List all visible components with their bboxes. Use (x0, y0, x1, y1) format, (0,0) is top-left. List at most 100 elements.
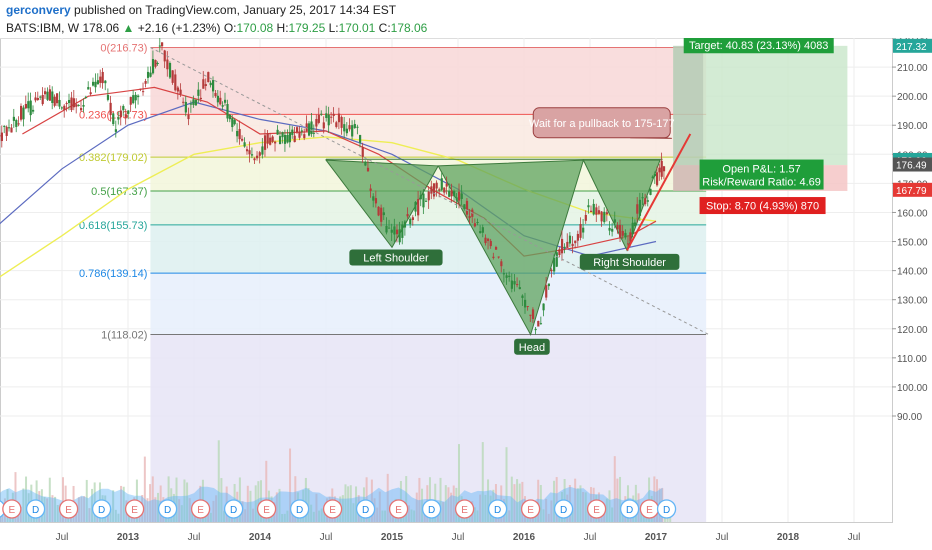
earnings-marker[interactable] (454, 499, 475, 519)
candle-body (353, 123, 356, 129)
volume-bar (376, 507, 379, 522)
earnings-marker[interactable] (355, 499, 376, 519)
volume-bar (352, 503, 355, 522)
candle-body (296, 127, 299, 133)
volume-bar (112, 490, 115, 522)
candle-body (32, 109, 35, 112)
fib-level-label: 0.5(167.37) (91, 186, 147, 198)
candle-body (448, 191, 451, 197)
fib-level-label: 0.786(139.14) (79, 268, 148, 280)
earnings-marker[interactable] (619, 499, 640, 519)
earnings-marker[interactable] (91, 499, 112, 519)
volume-bar (289, 448, 292, 522)
x-tick-label: Jul (452, 532, 465, 543)
volume-bar (19, 506, 22, 522)
candle-body (231, 118, 234, 128)
candle-body (70, 97, 73, 111)
earnings-marker-label: D (560, 505, 567, 516)
trade-bar (673, 45, 704, 191)
rr-label: Risk/Reward Ratio: 4.69 (702, 177, 821, 189)
earnings-marker[interactable] (520, 499, 541, 519)
candle-body (0, 135, 1, 137)
candle-body (250, 154, 254, 156)
x-tick-label: 2018 (777, 532, 800, 543)
x-tick-label: Jul (188, 532, 201, 543)
candle-body (633, 222, 637, 227)
candle-body (369, 188, 372, 191)
volume-bar (450, 492, 453, 522)
earnings-marker-label: D (32, 505, 39, 516)
candle-body (545, 285, 548, 298)
earnings-marker[interactable] (2, 499, 22, 519)
x-tick-label: Jul (56, 532, 69, 543)
candle-body (166, 59, 169, 70)
earnings-marker[interactable] (322, 499, 343, 519)
published-text: published on TradingView.com, January 25… (74, 3, 397, 17)
candle-body (646, 200, 649, 202)
candle-body (146, 71, 150, 78)
y-tick-label: 120.00 (897, 325, 928, 336)
earnings-marker[interactable] (256, 499, 277, 519)
earnings-marker[interactable] (157, 499, 178, 519)
candle-body (450, 190, 453, 197)
volume-bar (656, 479, 658, 522)
candle-body (109, 102, 112, 116)
volume-bar (579, 485, 582, 522)
earnings-marker[interactable] (487, 499, 508, 519)
fib-zone (150, 273, 707, 335)
earnings-marker[interactable] (388, 499, 409, 519)
symbol-label[interactable]: BATS:IBM, W (6, 21, 80, 35)
x-tick-label: 2013 (117, 532, 140, 543)
candle-body (263, 135, 267, 150)
candle-body (44, 91, 47, 95)
candle-body (3, 125, 6, 127)
volume-bar (254, 485, 257, 522)
candle-body (526, 306, 529, 308)
candle-body (303, 134, 306, 139)
candle-body (443, 187, 446, 193)
candle-body (129, 96, 132, 105)
earnings-marker[interactable] (586, 499, 607, 519)
candle-body (616, 225, 619, 230)
candle-body (158, 45, 161, 47)
candle-body (245, 149, 249, 152)
volume-bar (613, 456, 616, 522)
earnings-marker[interactable] (656, 499, 677, 519)
y-tick-label: 160.00 (897, 208, 928, 219)
pnl-label: Open P&L: 1.57 (722, 164, 800, 176)
candle-body (51, 91, 54, 103)
fib-level-label: 1(118.02) (101, 330, 147, 342)
earnings-marker[interactable] (553, 499, 574, 519)
volume-bar (537, 479, 540, 522)
candle-body (505, 275, 508, 278)
earnings-marker[interactable] (289, 499, 310, 519)
x-tick-label: 2017 (645, 532, 668, 543)
change-value: +2.16 (+1.23%) (137, 21, 221, 35)
earnings-marker[interactable] (190, 499, 211, 519)
earnings-marker[interactable] (124, 499, 145, 519)
earnings-marker-label: E (395, 505, 402, 516)
target-label-bg (683, 38, 834, 54)
candle-body (662, 166, 666, 172)
candle-body (39, 96, 42, 98)
volume-bar (167, 476, 170, 522)
price-chart[interactable]: 0(216.73)0.236(193.73)0.382(179.02)0.5(1… (0, 38, 932, 550)
earnings-marker[interactable] (421, 499, 442, 519)
candle-body (458, 191, 461, 201)
volume-bar (518, 483, 521, 522)
candle-body (476, 222, 479, 224)
earnings-marker[interactable] (58, 499, 79, 519)
volume-bar (191, 510, 194, 522)
candle-body (194, 99, 198, 106)
volume-bar (83, 496, 86, 522)
volume-bar (122, 486, 125, 522)
earnings-marker-label: D (98, 505, 105, 516)
author-link[interactable]: gerconvery (6, 3, 71, 17)
candle-body (92, 81, 95, 86)
earnings-marker[interactable] (25, 499, 46, 519)
volume-bar (183, 479, 186, 522)
earnings-marker[interactable] (223, 499, 244, 519)
candle-body (502, 273, 506, 275)
candle-body (492, 256, 495, 258)
earnings-marker-label: D (296, 505, 303, 516)
